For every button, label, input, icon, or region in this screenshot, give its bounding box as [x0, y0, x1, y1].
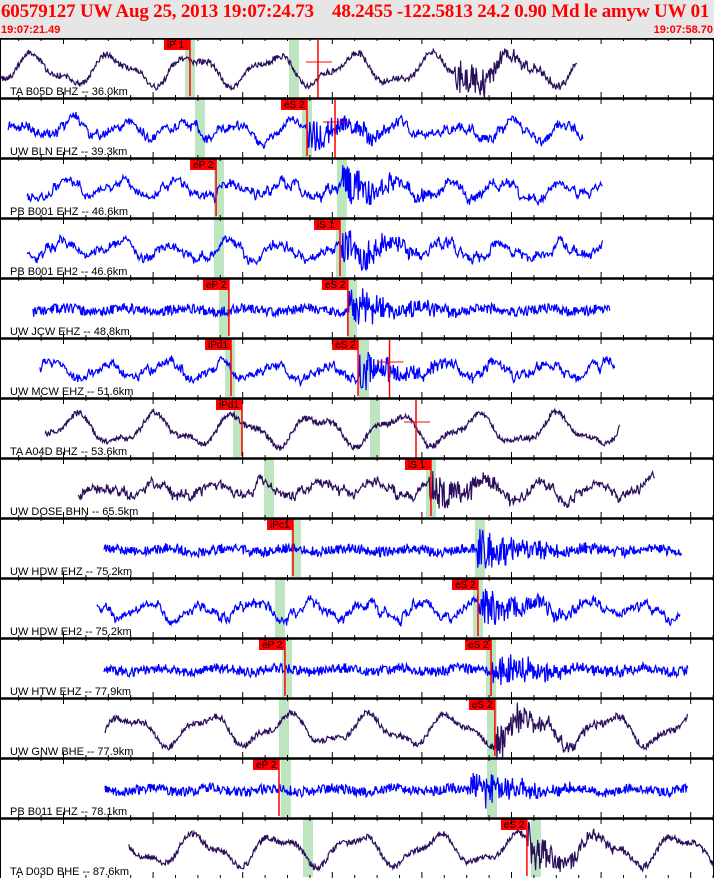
- seismogram-plot[interactable]: iP 1 TA B05D BHZ -- 36.0km eS 2 UW BLN EHZ …: [0, 38, 714, 878]
- trace-panel[interactable]: eP 2 eS 2 UW JCW EHZ -- 48.8km: [0, 277, 714, 338]
- phase-pick-tag[interactable]: [202, 279, 229, 290]
- station-label: TA D03D BHE -- 87.6km: [10, 866, 129, 878]
- phase-window-band: [194, 99, 205, 157]
- end-time: 19:07:58.70: [653, 24, 713, 36]
- phase-pick-label: eP 2: [256, 760, 277, 771]
- station-label: PB B001 EHZ -- 46.6km: [10, 206, 128, 218]
- phase-pick-tag[interactable]: [500, 819, 527, 830]
- phase-pick-tag[interactable]: [163, 39, 190, 50]
- phase-pick-label: eS 2: [468, 640, 489, 651]
- station-label: UW HDW EHZ -- 75.2km: [10, 566, 132, 578]
- phase-pick-label: iS 1: [317, 220, 335, 231]
- station-label: UW HDW EH2 -- 75.2km: [10, 626, 132, 638]
- waveform-trace: [7, 111, 584, 151]
- phase-pick-tag[interactable]: [451, 579, 478, 590]
- trace-panel[interactable]: eP 2 PB B011 EHZ -- 78.1km: [0, 757, 714, 818]
- station-label: PB B001 EH2 -- 46.6km: [10, 266, 127, 278]
- phase-pick-label: eS 2: [472, 700, 493, 711]
- waveform-trace: [103, 654, 689, 686]
- waveform-trace: [39, 351, 616, 391]
- phase-pick-tag[interactable]: [215, 399, 242, 410]
- trace-panel[interactable]: iS 1 UW DOSE BHN -- 65.5km: [0, 457, 714, 518]
- phase-pick-label: eS 2: [335, 340, 356, 351]
- phase-pick-tag[interactable]: [465, 639, 492, 650]
- phase-window-band: [302, 819, 313, 877]
- phase-pick-label: eP 2: [193, 160, 214, 171]
- phase-pick-label: eS 2: [504, 820, 525, 831]
- phase-window-band: [336, 159, 347, 217]
- phase-pick-tag[interactable]: [321, 279, 348, 290]
- phase-pick-label: eP 2: [206, 280, 227, 291]
- station-label: TA A04D BHZ -- 53.6km: [10, 446, 127, 458]
- phase-window-band: [232, 399, 243, 457]
- event-header: 60579127 UW Aug 25, 2013 19:07:24.73 48.…: [0, 0, 714, 38]
- trace-panel[interactable]: iS 1 PB B001 EH2 -- 46.6km: [0, 217, 714, 278]
- waveform-trace: [44, 407, 621, 452]
- waveform-trace: [77, 469, 655, 509]
- phase-pick-label: iPc1: [270, 520, 290, 531]
- waveform-trace: [104, 772, 688, 809]
- waveform-trace: [128, 821, 714, 873]
- waveform-trace: [32, 288, 611, 325]
- phase-window-band: [530, 819, 541, 877]
- station-label: TA B05D BHZ -- 36.0km: [10, 86, 128, 98]
- trace-panel[interactable]: eS 2 TA D03D BHE -- 87.6km: [0, 817, 714, 878]
- waveform-trace: [0, 47, 578, 98]
- phase-window-band: [213, 159, 224, 217]
- phase-window-band: [264, 459, 275, 517]
- phase-pick-tag[interactable]: [281, 99, 308, 110]
- station-label: UW JCW EHZ -- 48.8km: [10, 326, 130, 338]
- trace-panel[interactable]: eP 2 PB B001 EHZ -- 46.6km: [0, 157, 714, 218]
- phase-pick-tag[interactable]: [332, 339, 359, 350]
- trace-panel[interactable]: eS 2 UW GNW BHE -- 77.9km: [0, 697, 714, 759]
- phase-window-band: [278, 699, 289, 757]
- phase-pick-label: iS 1: [408, 460, 426, 471]
- waveform-trace: [26, 165, 603, 207]
- phase-window-band: [486, 699, 497, 757]
- phase-pick-label: eP 2: [262, 640, 283, 651]
- waveform-trace: [96, 589, 681, 627]
- phase-window-band: [369, 399, 380, 457]
- phase-pick-tag[interactable]: [267, 519, 294, 530]
- waveform-trace: [26, 230, 604, 272]
- station-label: UW MCW EHZ -- 51.6km: [10, 386, 133, 398]
- phase-pick-label: eS 2: [284, 100, 305, 111]
- trace-panel[interactable]: iPd1 TA A04D BHZ -- 53.6km: [0, 397, 714, 458]
- phase-pick-tag[interactable]: [205, 339, 232, 350]
- station-label: UW GNW BHE -- 77.9km: [10, 746, 133, 758]
- trace-panel[interactable]: eS 2 UW HDW EH2 -- 75.2km: [0, 577, 714, 638]
- phase-pick-tag[interactable]: [252, 759, 279, 770]
- start-time: 19:07:21.49: [1, 24, 61, 36]
- phase-pick-tag[interactable]: [468, 699, 495, 710]
- phase-window-band: [280, 759, 291, 817]
- event-title: 60579127 UW Aug 25, 2013 19:07:24.73 48.…: [1, 1, 714, 22]
- phase-pick-label: eS 2: [455, 580, 476, 591]
- phase-pick-label: iP 1: [167, 40, 184, 51]
- phase-pick-tag[interactable]: [314, 219, 341, 230]
- station-label: UW HTW EHZ -- 77.9km: [10, 686, 131, 698]
- station-label: UW DOSE BHN -- 65.5km: [10, 506, 138, 518]
- trace-panel[interactable]: eP 2 eS 2 UW HTW EHZ -- 77.9km: [0, 637, 714, 698]
- trace-panel[interactable]: iP 1 TA B05D BHZ -- 36.0km: [0, 38, 714, 98]
- waveform-trace: [103, 529, 683, 569]
- phase-pick-tag[interactable]: [258, 639, 285, 650]
- phase-pick-label: eS 2: [325, 280, 346, 291]
- trace-panel[interactable]: iPc1 UW HDW EHZ -- 75.2km: [0, 517, 714, 578]
- trace-panel[interactable]: eS 2 UW BLN EHZ -- 39.3km: [0, 97, 714, 158]
- phase-pick-tag[interactable]: [404, 459, 431, 470]
- phase-pick-label: iPd1: [208, 340, 228, 351]
- trace-panel[interactable]: iPd1 eS 2 UW MCW EHZ -- 51.6km: [0, 337, 714, 398]
- phase-pick-tag[interactable]: [190, 159, 217, 170]
- phase-window-band: [288, 39, 299, 97]
- station-label: PB B011 EHZ -- 78.1km: [10, 806, 127, 818]
- phase-window-band: [274, 579, 285, 637]
- phase-pick-label: iPd1: [219, 400, 239, 411]
- waveform-trace: [104, 702, 688, 759]
- station-label: UW BLN EHZ -- 39.3km: [10, 146, 127, 158]
